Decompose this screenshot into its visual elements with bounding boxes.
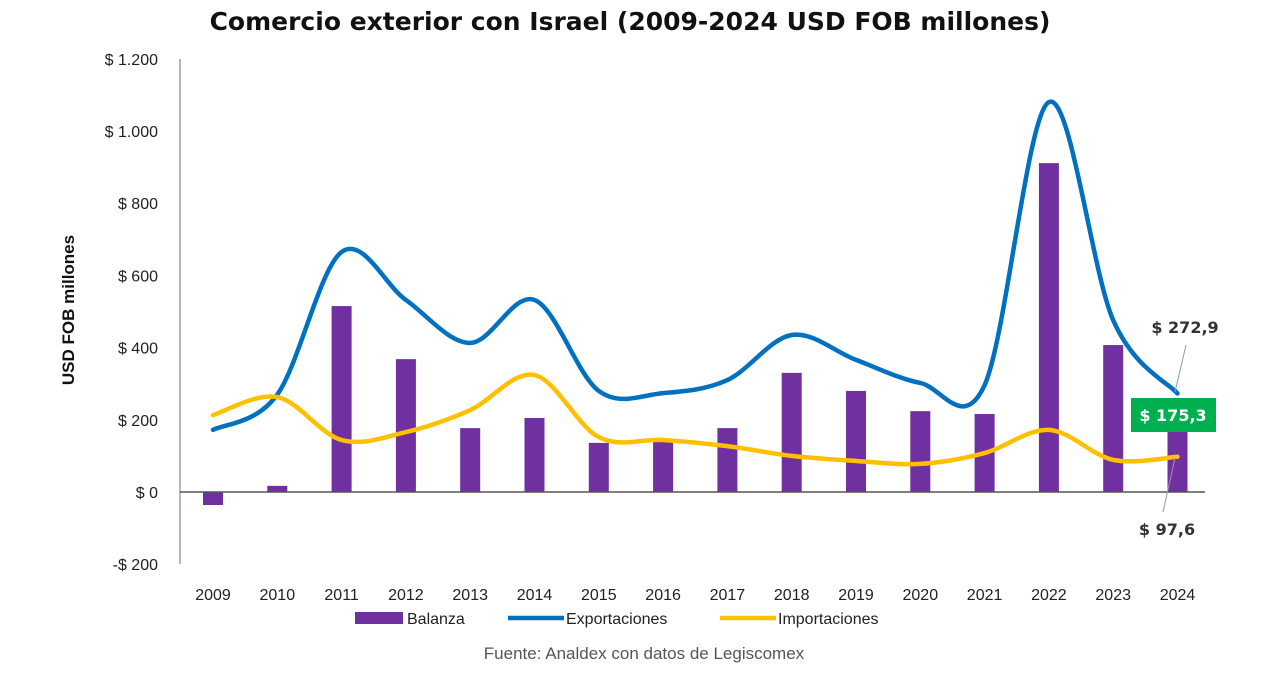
legend-swatch-balanza [355, 612, 403, 624]
legend-label: Exportaciones [566, 611, 667, 628]
x-tick-label: 2011 [324, 587, 359, 604]
bar-balanza [717, 428, 738, 492]
x-tick-label: 2023 [1095, 587, 1131, 604]
y-tick-label: $ 1.200 [105, 52, 158, 69]
x-tick-label: 2009 [195, 587, 231, 604]
bar-balanza [653, 440, 674, 492]
leader-line-export [1174, 344, 1187, 393]
x-tick-label: 2024 [1160, 587, 1196, 604]
x-tick-label: 2016 [645, 587, 681, 604]
x-tick-label: 2013 [452, 587, 488, 604]
bar-balanza [524, 417, 545, 492]
x-tick-label: 2018 [774, 587, 810, 604]
source-note: Fuente: Analdex con datos de Legiscomex [484, 644, 805, 663]
x-tick-label: 2014 [517, 587, 553, 604]
chart-title: Comercio exterior con Israel (2009-2024 … [210, 7, 1051, 36]
bar-balanza [395, 359, 416, 492]
data-label-export-2024: $ 272,9 [1151, 318, 1218, 337]
leader-line-import [1162, 457, 1176, 513]
x-tick-label: 2015 [581, 587, 617, 604]
x-tick-label: 2010 [260, 587, 296, 604]
data-label-balance-2024: $ 175,3 [1139, 406, 1206, 425]
y-tick-label: -$ 200 [113, 557, 158, 574]
y-tick-label: $ 600 [118, 268, 158, 285]
x-tick-label: 2022 [1031, 587, 1067, 604]
bar-balanza [910, 411, 931, 492]
y-tick-label: $ 800 [118, 196, 158, 213]
y-tick-label: $ 400 [118, 341, 158, 358]
bar-balanza [588, 442, 609, 492]
bar-balanza [781, 372, 802, 492]
x-tick-label: 2020 [903, 587, 939, 604]
bar-balanza [267, 485, 288, 492]
bar-balanza [203, 492, 223, 505]
data-label-import-2024: $ 97,6 [1139, 520, 1195, 539]
bar-balanza [1167, 428, 1188, 492]
y-tick-label: $ 200 [118, 413, 158, 430]
data-label-balance-bg [1131, 398, 1216, 432]
legend-label: Importaciones [778, 611, 879, 628]
legend-label: Balanza [407, 611, 465, 628]
x-tick-label: 2021 [967, 587, 1003, 604]
y-tick-label: $ 0 [136, 485, 158, 502]
x-tick-label: 2012 [388, 587, 424, 604]
line-exportaciones [210, 99, 1180, 433]
y-axis-label: USD FOB millones [59, 235, 78, 385]
bar-balanza [331, 306, 352, 492]
bar-balanza [1038, 163, 1059, 492]
x-tick-label: 2017 [710, 587, 746, 604]
x-tick-label: 2019 [838, 587, 874, 604]
line-importaciones [210, 372, 1180, 467]
bar-balanza [1103, 345, 1124, 492]
bar-balanza [846, 390, 866, 492]
bar-balanza [460, 428, 481, 492]
y-tick-label: $ 1.000 [105, 124, 158, 141]
